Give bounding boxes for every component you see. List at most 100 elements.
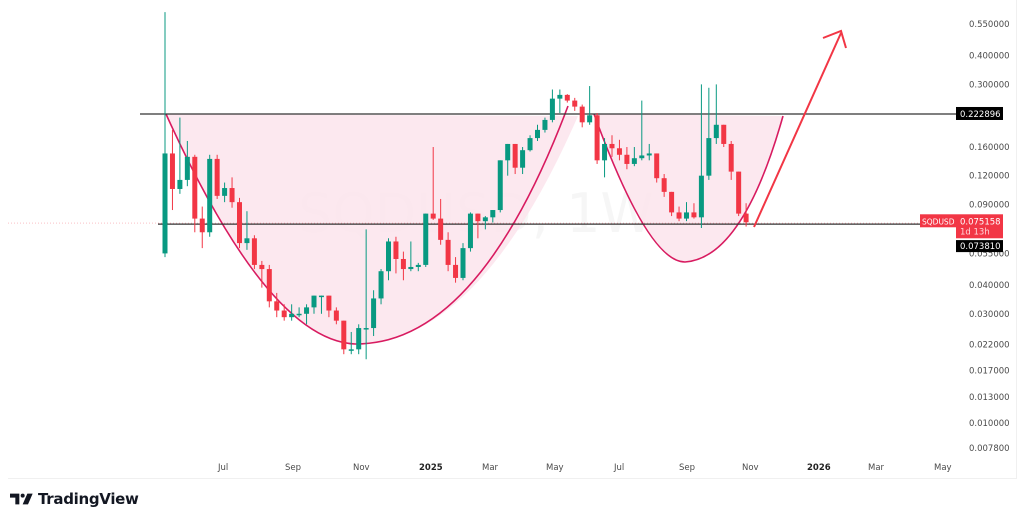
candle[interactable] [594,113,600,164]
candle[interactable] [438,198,444,245]
candle[interactable] [229,177,235,208]
candle[interactable] [549,89,555,123]
candle[interactable] [177,117,183,194]
candle[interactable] [184,140,190,187]
candle[interactable] [281,304,287,321]
candle[interactable] [304,304,310,325]
candle[interactable] [460,243,466,281]
candle[interactable] [408,241,414,272]
candle[interactable] [214,154,220,199]
candle[interactable] [698,84,704,228]
candle[interactable] [676,206,682,222]
horizontal-levels[interactable] [8,113,956,225]
candle[interactable] [542,117,548,133]
candle[interactable] [423,213,429,267]
candlestick-series[interactable] [162,12,749,360]
price-axis[interactable]: 0.550000 0.400000 0.300000 0.160000 0.120000… [920,20,1010,454]
candle[interactable] [289,304,295,321]
candle[interactable] [497,160,503,213]
price-tick-label: 0.550000 [969,20,1010,30]
candle[interactable] [467,212,473,252]
candle[interactable] [199,206,205,249]
candle[interactable] [378,269,384,305]
candle[interactable] [520,147,526,175]
candle[interactable] [579,104,585,128]
candle[interactable] [475,213,481,239]
candle[interactable] [348,331,354,355]
candle[interactable] [259,260,265,288]
candle[interactable] [736,171,742,217]
candle[interactable] [490,210,496,223]
candle[interactable] [371,290,377,337]
candle[interactable] [415,262,421,272]
candle[interactable] [296,307,302,318]
candle[interactable] [237,197,242,249]
candle-body [289,313,295,318]
candle[interactable] [609,135,615,157]
candle[interactable] [192,154,198,233]
candle[interactable] [505,143,511,176]
candle-body [229,188,235,203]
candle[interactable] [453,257,459,283]
candle[interactable] [713,84,719,144]
candle[interactable] [244,211,250,250]
candle-body [259,264,265,270]
candle[interactable] [341,320,347,355]
candle[interactable] [311,295,317,314]
tradingview-branding[interactable]: TradingView [10,490,139,508]
candle[interactable] [639,100,645,161]
cup-curve[interactable] [165,105,569,345]
cup-and-handle-pattern[interactable] [165,105,784,345]
candle[interactable] [661,174,667,197]
candle[interactable] [482,216,488,230]
candle[interactable] [743,203,749,227]
candle[interactable] [535,124,540,141]
candle[interactable] [363,229,369,360]
price-tick-label: 0.120000 [969,172,1010,182]
candle[interactable] [512,143,518,175]
candle[interactable] [430,147,436,220]
candle[interactable] [691,203,697,219]
candle[interactable] [162,12,168,258]
candle[interactable] [274,292,280,318]
candle[interactable] [646,143,652,161]
candle-body [326,295,332,311]
candle[interactable] [326,295,332,318]
candle[interactable] [557,89,563,114]
candle[interactable] [564,94,570,103]
candle-body [475,213,481,222]
candle[interactable] [207,154,213,237]
support-price-tag[interactable]: 0.073810 [956,240,1003,253]
chart-pane[interactable]: SQDUSD, 1W 0.5500000.4000000.3000000.160… [8,0,1017,479]
candle[interactable] [169,129,175,211]
candle[interactable] [251,235,257,270]
candle[interactable] [400,251,406,281]
resistance-price-tag[interactable]: 0.222896 [956,106,1003,120]
candle[interactable] [393,236,399,274]
candle[interactable] [222,182,228,203]
candle[interactable] [728,140,734,180]
breakout-arrow[interactable] [753,29,847,228]
candle[interactable] [624,147,630,170]
time-axis[interactable]: Jul Sep Nov 2025 Mar May Jul Sep Nov 2026 Mar May [217,463,952,473]
candle[interactable] [706,87,712,180]
candle[interactable] [527,135,533,152]
chart-canvas[interactable]: SQDUSD, 1W 0.5500000.4000000.3000000.160… [8,0,1016,478]
candle[interactable] [356,324,362,355]
candle[interactable] [602,138,608,178]
candle[interactable] [631,147,637,167]
candle[interactable] [721,124,727,148]
handle-curve[interactable] [593,113,784,263]
candle[interactable] [333,307,339,325]
candle[interactable] [445,232,451,272]
candle[interactable] [587,86,593,125]
candle[interactable] [266,264,272,308]
candle[interactable] [318,295,324,314]
candle[interactable] [654,153,660,183]
candle[interactable] [669,191,675,217]
candle[interactable] [616,139,622,161]
candle[interactable] [572,97,578,111]
candle[interactable] [684,202,689,222]
candle[interactable] [386,238,391,281]
